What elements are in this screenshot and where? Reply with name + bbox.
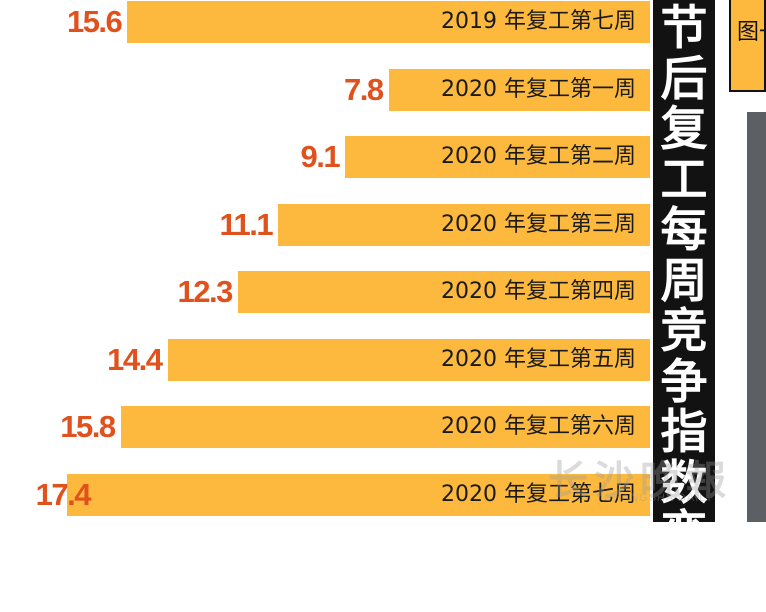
bar: 2020 年复工第二周 <box>345 136 650 178</box>
bar: 2020 年复工第五周 <box>167 338 650 381</box>
bar: 2020 年复工第三周 <box>278 203 650 246</box>
bar: 2020 年复工第一周 <box>388 68 650 111</box>
value-label: 15.8 <box>60 409 116 444</box>
bar: 2019 年复工第七周 <box>127 1 650 43</box>
category-label: 2020 年复工第七周 <box>441 481 636 507</box>
figure-tab: 图一 <box>729 0 766 92</box>
value-label: 17.4 <box>35 476 92 512</box>
value-label: 15.6 <box>66 4 123 39</box>
chart-title: 节后复工每周竞争指数变化 <box>660 1 708 612</box>
value-label: 14.4 <box>107 341 163 377</box>
category-label: 2020 年复工第一周 <box>441 76 636 102</box>
bar: 2020 年复工第四周 <box>237 271 650 313</box>
category-label: 2020 年复工第六周 <box>441 414 636 439</box>
category-label: 2020 年复工第三周 <box>441 211 636 237</box>
gray-strip <box>747 112 766 522</box>
figure-tab-label: 图一 <box>737 20 766 45</box>
value-label: 9.1 <box>300 139 340 174</box>
value-label: 12.3 <box>177 274 234 309</box>
value-label: 7.8 <box>344 71 384 107</box>
bar-chart: 2019 年复工第七周 15.6 2020 年复工第一周 7.8 2020 年复工第二周… <box>35 1 650 516</box>
category-label: 2020 年复工第四周 <box>441 279 636 304</box>
value-label: 11.1 <box>219 206 273 242</box>
category-label: 2019 年复工第七周 <box>441 9 636 34</box>
bar: 2020 年复工第七周 <box>67 473 650 516</box>
category-label: 2020 年复工第五周 <box>441 346 636 372</box>
title-band: 节后复工每周竞争指数变化 <box>653 0 715 609</box>
category-label: 2020 年复工第二周 <box>441 144 636 169</box>
bar: 2020 年复工第六周 <box>120 406 650 448</box>
